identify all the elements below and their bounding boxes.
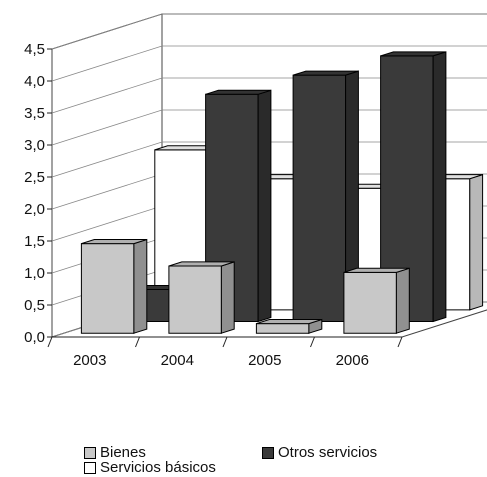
y-tick-label: 4,0 bbox=[24, 73, 45, 90]
x-tick-label: 2004 bbox=[161, 352, 194, 369]
y-tick-label: 1,5 bbox=[24, 233, 45, 250]
x-tick-mark bbox=[47, 336, 53, 348]
legend-label-bienes: Bienes bbox=[100, 444, 146, 461]
x-tick-label: 2003 bbox=[73, 352, 106, 369]
gridline bbox=[51, 13, 487, 50]
x-tick-mark bbox=[397, 336, 403, 348]
y-tick-label: 0,5 bbox=[24, 297, 45, 314]
gridline bbox=[51, 45, 487, 82]
bar-bienes-2003 bbox=[80, 238, 148, 334]
y-tick-label: 2,5 bbox=[24, 169, 45, 186]
bar-bienes-2004 bbox=[168, 261, 235, 334]
y-tick-label: 3,5 bbox=[24, 105, 45, 122]
y-tick-label: 3,0 bbox=[24, 137, 45, 154]
legend-item-otros-servicios: Otros servicios bbox=[262, 444, 377, 461]
legend-item-servicios-basicos: Servicios básicos bbox=[84, 459, 216, 476]
x-tick-mark bbox=[310, 336, 315, 348]
x-tick-mark bbox=[222, 336, 228, 348]
chart-legend: Bienes Otros servicios Servicios básicos bbox=[84, 444, 424, 476]
bar-bienes-2005 bbox=[255, 318, 323, 334]
y-tick-label: 1,0 bbox=[24, 265, 45, 282]
legend-item-bienes: Bienes bbox=[84, 444, 146, 461]
y-tick-label: 2,0 bbox=[24, 201, 45, 218]
legend-label-otros-servicios: Otros servicios bbox=[278, 444, 378, 461]
legend-swatch-bienes bbox=[84, 446, 96, 459]
legend-swatch-servicios-basicos bbox=[84, 461, 96, 474]
y-tick-label: 0,0 bbox=[24, 329, 45, 346]
y-axis-ticks: 0,0 0,5 1,0 1,5 2,0 2,5 3,0 3,5 4,0 4,5 bbox=[24, 41, 52, 346]
y-tick-label: 4,5 bbox=[24, 41, 45, 58]
legend-label-servicios-basicos: Servicios básicos bbox=[100, 459, 216, 476]
bar-otros-servicios-2006 bbox=[380, 51, 447, 323]
bar-otros-servicios-2005 bbox=[292, 70, 359, 323]
x-tick-label: 2006 bbox=[336, 352, 369, 369]
x-axis-ticks: 2003 2004 2005 2006 bbox=[47, 336, 403, 369]
x-tick-mark bbox=[135, 336, 140, 348]
bar-bienes-2006 bbox=[343, 267, 410, 334]
x-tick-label: 2005 bbox=[248, 352, 281, 369]
chart-bars bbox=[80, 51, 484, 334]
legend-swatch-otros-servicios bbox=[262, 446, 274, 459]
chart-canvas: 0,00,51,01,52,02,53,03,54,04,5 2003 2004 2… bbox=[24, 13, 487, 369]
